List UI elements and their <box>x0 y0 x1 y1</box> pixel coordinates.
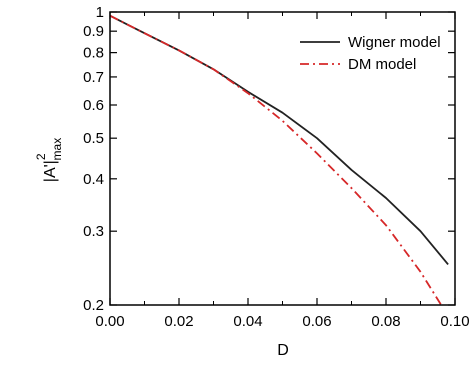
x-tick-label: 0.06 <box>302 313 331 330</box>
y-tick-label: 0.9 <box>83 23 104 40</box>
legend-label-wigner: Wigner model <box>348 34 441 51</box>
y-axis-title-superscript: 2 <box>34 153 48 160</box>
y-tick-label: 0.6 <box>83 97 104 114</box>
ticks-layer: 0.00 0.02 0.04 0.06 0.08 0.10 0.2 0.3 0.4 0.5 0.6 0… <box>83 4 469 330</box>
y-tick-label: 0.5 <box>83 130 104 147</box>
plot-frame <box>109 11 456 306</box>
x-tick-label: 0.04 <box>233 313 262 330</box>
series-line-dm-model <box>109 14 442 306</box>
legend: Wigner model DM model <box>300 34 441 73</box>
y-tick-label: 0.2 <box>83 297 104 314</box>
y-axis-title-subscript: max <box>50 138 64 161</box>
x-tick-label: 0.10 <box>440 313 469 330</box>
legend-label-dm: DM model <box>348 56 416 73</box>
y-axis-title: |A'|2 max <box>34 138 64 182</box>
y-axis-title-group: |A'|2 max <box>34 138 64 182</box>
y-tick-label: 0.7 <box>83 69 104 86</box>
y-tick-label: 0.3 <box>83 223 104 240</box>
series-layer <box>109 14 449 306</box>
y-tick-label: 1 <box>96 4 104 21</box>
y-tick-label: 0.4 <box>83 171 104 188</box>
series-line-wigner-model <box>109 14 449 265</box>
y-tick-label: 0.8 <box>83 45 104 62</box>
x-tick-label: 0.08 <box>371 313 400 330</box>
x-tick-label: 0.00 <box>95 313 124 330</box>
x-axis-title: D <box>277 342 289 359</box>
y-axis-title-main: |A'| <box>42 160 59 182</box>
x-tick-label: 0.02 <box>164 313 193 330</box>
